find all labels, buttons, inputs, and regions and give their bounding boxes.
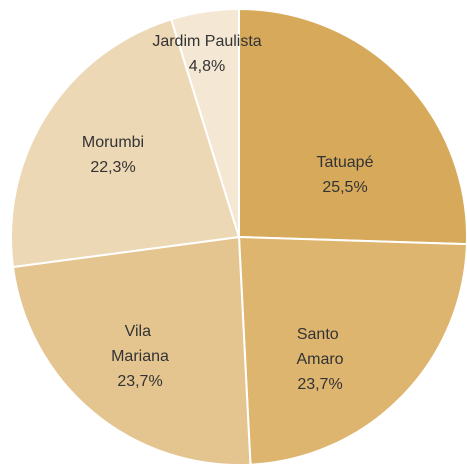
slice-label-line: Tatuapé [317,154,374,171]
slice-label-line: Amaro [296,351,343,368]
slice-label-line: Mariana [111,348,169,365]
pie-slice [10,18,241,269]
slice-label-line: Jardim Paulista [152,33,261,50]
pie-slice [238,7,467,246]
slice-label: Jardim Paulista [152,33,261,50]
slice-value-label: 23,7% [297,376,342,393]
pie-slice [170,7,240,238]
pie-slice [237,235,467,466]
slice-label-line: Vila [125,323,156,340]
pie-slice [11,235,252,466]
slice-label-line: Santo [297,326,343,343]
slice-label: Morumbi [82,134,144,151]
slice-value-label: 23,7% [117,373,162,390]
slice-label: Tatuapé [317,154,374,171]
slice-label: Santo Amaro [296,326,343,368]
slice-value-label: 25,5% [322,179,367,196]
slice-label: Vila Mariana [111,323,169,365]
slice-value-label: 22,3% [90,159,135,176]
slice-value-label: 4,8% [189,58,225,75]
slice-label-line: Morumbi [82,134,144,151]
